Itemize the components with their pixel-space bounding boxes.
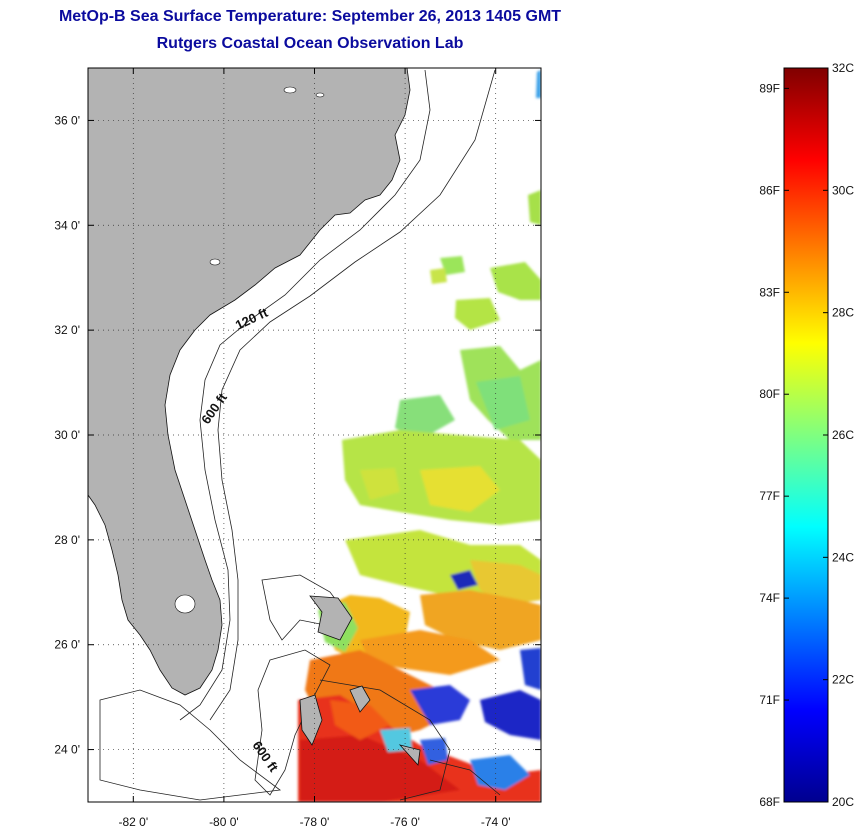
lat-tick-label: 30 0': [54, 428, 80, 442]
lon-tick-label: -82 0': [118, 815, 148, 829]
colorbar-celsius-label: 22C: [832, 673, 854, 687]
colorbar-celsius-label: 32C: [832, 61, 854, 75]
lon-tick-label: -78 0': [300, 815, 330, 829]
lat-tick-label: 34 0': [54, 218, 80, 232]
colorbar-fahrenheit-label: 86F: [759, 183, 780, 197]
colorbar-celsius-label: 26C: [832, 428, 854, 442]
colorbar-celsius-label: 24C: [832, 550, 854, 564]
lat-tick-label: 36 0': [54, 113, 80, 127]
colorbar-fahrenheit-label: 74F: [759, 591, 780, 605]
graticule: [88, 68, 541, 802]
sst-data-layer: [298, 70, 541, 802]
colorbar-fahrenheit-label: 80F: [759, 387, 780, 401]
sst-map: 120 ft 600 ft 600 ft 36 0'34 0'32 0'30 0…: [54, 67, 542, 829]
colorbar-celsius-label: 20C: [832, 795, 854, 809]
colorbar-fahrenheit-label: 83F: [759, 285, 780, 299]
title-line-1: MetOp-B Sea Surface Temperature: Septemb…: [58, 8, 562, 25]
lat-tick-label: 32 0': [54, 323, 80, 337]
colorbar-fahrenheit-label: 89F: [759, 81, 780, 95]
colorbar-fahrenheit-label: 77F: [759, 489, 780, 503]
title-line-2: Rutgers Coastal Ocean Observation Lab: [156, 35, 464, 52]
lon-tick-label: -80 0': [209, 815, 239, 829]
map-ticks: [88, 68, 541, 802]
inland-lakes: [174, 86, 325, 614]
colorbar-gradient: [783, 67, 829, 803]
lat-tick-label: 28 0': [54, 533, 80, 547]
lon-tick-label: -76 0': [390, 815, 420, 829]
land-mass: [88, 68, 421, 766]
lat-tick-label: 26 0': [54, 638, 80, 652]
colorbar-celsius-label: 28C: [832, 306, 854, 320]
lat-tick-label: 24 0': [54, 743, 80, 757]
map-tick-labels: 36 0' 34 0' 32 0' 30 0' 28 0' 26 0' 24 0' -82 0…: [54, 113, 510, 829]
colorbar-fahrenheit-label: 68F: [759, 795, 780, 809]
colorbar-celsius-label: 30C: [832, 183, 854, 197]
colorbar: 32C 30C 28C 26C 24C 22C 20C 89F 86F 83F 80F 77F 74F 7…: [759, 61, 854, 809]
lon-tick-label: -74 0': [481, 815, 511, 829]
colorbar-fahrenheit-label: 71F: [759, 693, 780, 707]
